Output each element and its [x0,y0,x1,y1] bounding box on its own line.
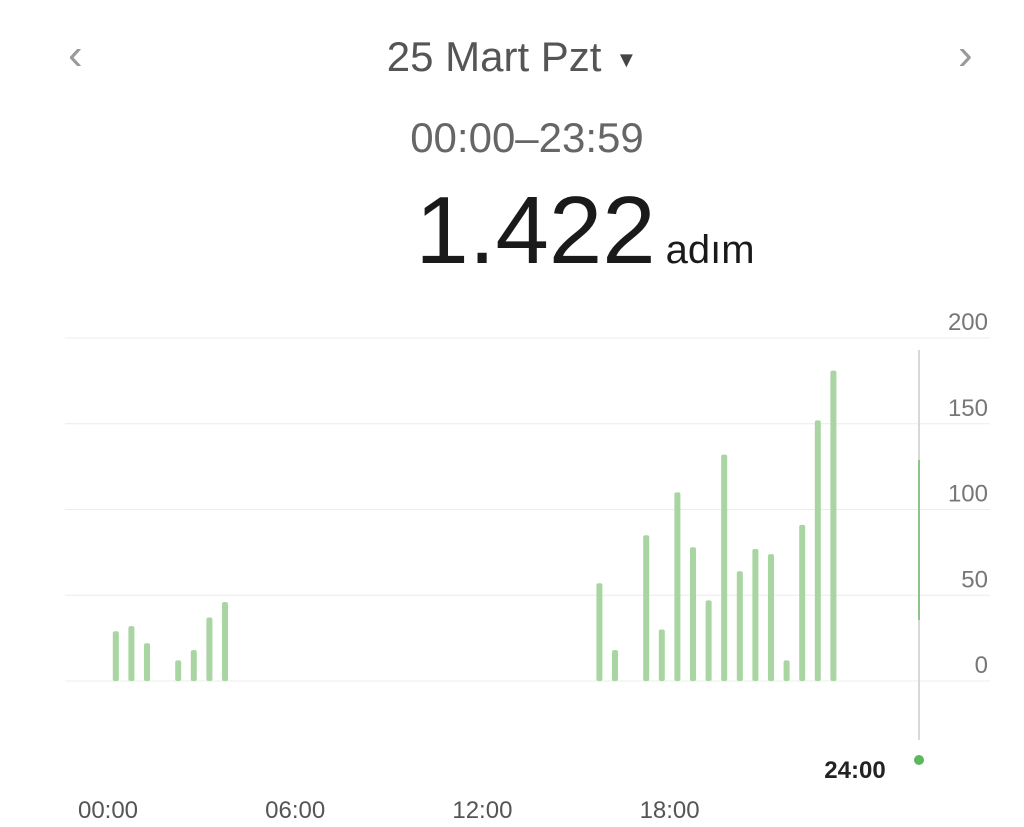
bar [705,600,712,681]
bar [830,370,837,681]
caret-down-icon: ▼ [615,46,638,72]
bar [128,626,135,681]
bar [596,583,603,681]
bar [658,629,665,681]
date-selector[interactable]: 25 Mart Pzt ▼ [0,30,1024,87]
bar [736,571,743,681]
x-tick-label: 18:00 [640,797,700,824]
bar [674,492,681,681]
y-tick-label: 100 [948,481,988,508]
step-count: 1.422 [415,177,656,284]
bar [112,631,119,681]
bar [768,554,774,681]
bar [643,535,650,681]
bar [206,617,213,681]
x-tick-label: 06:00 [265,797,325,824]
x-tick-label: 00:00 [78,797,138,824]
y-tick-label: 0 [975,652,988,679]
step-total: 1.422 adım [0,176,1024,286]
y-tick-label: 150 [948,395,988,422]
bar [783,660,790,681]
bar [690,547,696,681]
bar [752,548,759,681]
date-label: 25 Mart Pzt [386,33,602,80]
x-tick-label: 12:00 [452,797,512,824]
bar [814,420,821,681]
bar [222,602,228,681]
chevron-right-icon[interactable]: › [958,30,973,79]
time-range: 00:00–23:59 [410,114,644,161]
step-unit: adım [665,228,755,272]
bar [721,454,728,681]
bar [799,524,806,681]
y-tick-label: 50 [961,566,988,593]
y-tick-label: 200 [948,309,988,336]
chevron-left-icon[interactable]: ‹ [68,30,83,79]
bar [612,650,618,681]
cursor-dot [914,755,924,765]
cursor-time-label: 24:00 [824,757,885,784]
bar [190,650,197,681]
bar [144,643,150,681]
bar [175,660,182,681]
